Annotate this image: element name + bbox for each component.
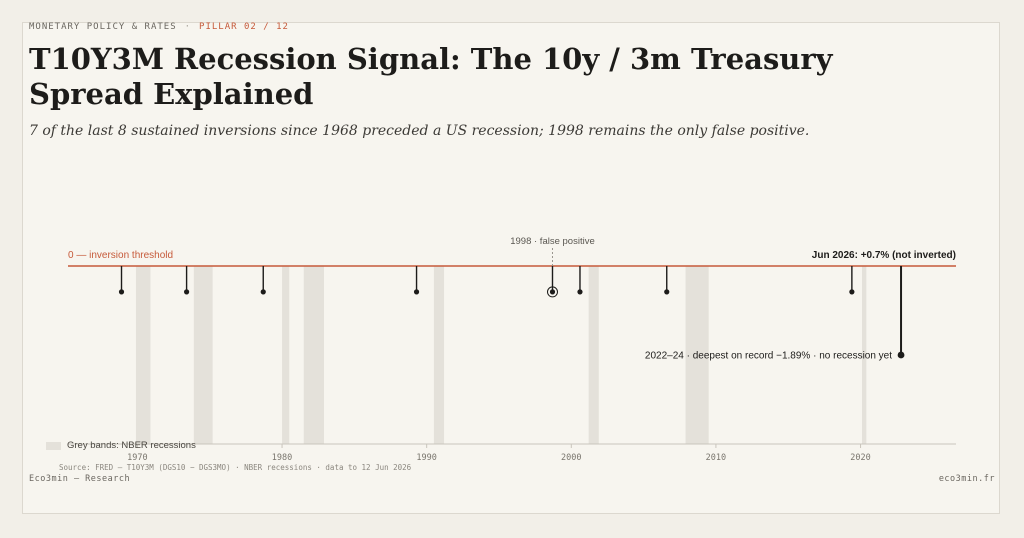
recession-band	[135, 266, 151, 444]
inversion-point	[413, 289, 420, 295]
x-tick-label: 2000	[561, 453, 581, 463]
recession-band	[303, 266, 324, 444]
x-tick-label: 1970	[127, 453, 147, 463]
brand-footer-left: Eco3min — Research	[29, 474, 131, 484]
legend-label: Grey bands: NBER recessions	[67, 440, 196, 451]
recession-band	[861, 266, 867, 444]
inversion-point	[260, 289, 266, 295]
page-subtitle: 7 of the last 8 sustained inversions sin…	[29, 123, 810, 139]
inversion-point	[577, 289, 583, 295]
recession-band	[685, 266, 709, 444]
x-tick-label: 1980	[272, 453, 292, 463]
x-tick-label: 1990	[416, 453, 436, 463]
recession-band	[193, 266, 213, 444]
kicker-separator: ·	[184, 22, 192, 32]
recession-band	[588, 266, 599, 444]
page-title: T10Y3M Recession Signal: The 10y / 3m Tr…	[29, 42, 833, 111]
deepest-inversion-label: 2022–24 · deepest on record −1.89% · no …	[645, 351, 892, 362]
kicker-section: MONETARY POLICY & RATES	[29, 22, 177, 32]
kicker: MONETARY POLICY & RATES · PILLAR 02 / 12	[29, 22, 289, 32]
false-positive-label: 1998 · false positive	[510, 236, 595, 247]
brand-footer-right: eco3min.fr	[938, 474, 995, 484]
recession-band	[433, 266, 445, 444]
recession-band	[282, 266, 290, 444]
kicker-pillar: PILLAR 02 / 12	[199, 22, 289, 32]
inversion-point	[183, 289, 190, 295]
legend-swatch	[46, 441, 61, 450]
x-tick-label: 2020	[850, 453, 870, 463]
chart-card	[22, 22, 1000, 514]
source-note: Source: FRED — T10Y3M (DGS10 − DGS3MO) ·…	[59, 463, 412, 472]
inversion-point	[118, 289, 125, 295]
inversion-point	[549, 289, 556, 295]
x-tick-label: 2010	[706, 453, 726, 463]
inversion-point	[664, 289, 670, 295]
legend: Grey bands: NBER recessions	[46, 440, 196, 451]
current-reading-label: Jun 2026: +0.7% (not inverted)	[812, 250, 956, 261]
inversion-point	[897, 351, 905, 359]
false-positive-ring	[546, 286, 558, 298]
threshold-label: 0 — inversion threshold	[68, 250, 173, 261]
inversion-point	[849, 289, 855, 295]
